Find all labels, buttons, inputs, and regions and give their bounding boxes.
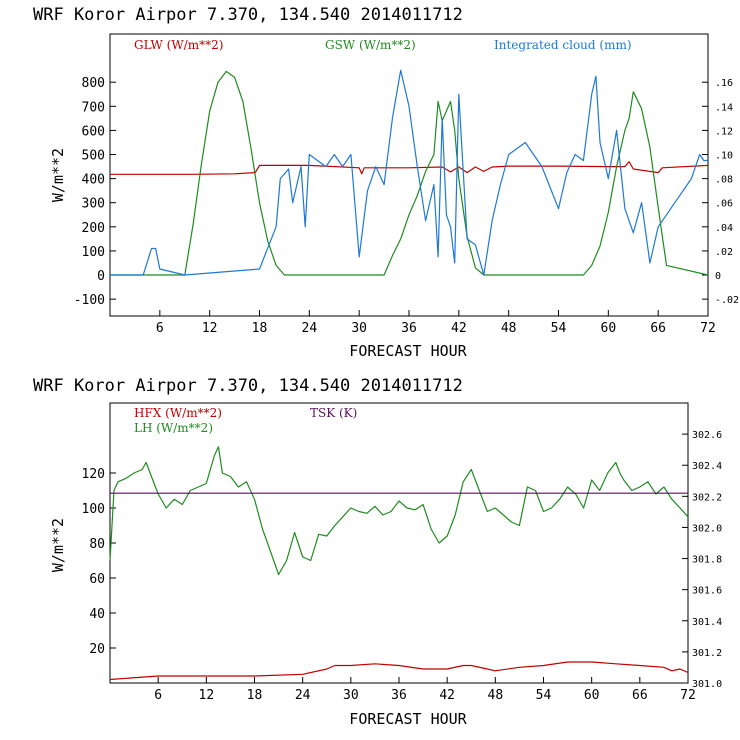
bottom-x-tick-label: 12 [199,688,215,703]
bottom-series-hfx-line [109,661,689,681]
top-y2-tick-label: .16 [715,78,733,89]
bottom-x-tick-label: 54 [536,688,552,703]
legend-gsw: GSW (W/m**2) [325,38,416,52]
top-y-tick-label: 400 [82,173,105,188]
top-chart: WRF Koror Airpor 7.370, 134.540 20140117… [33,5,739,360]
top-y2-tick-label: -.02 [715,295,739,306]
top-x-tick-label: 30 [351,321,367,336]
top-y2-tick-label: 0 [715,271,721,282]
bottom-y2-tick-label: 302.2 [692,492,722,503]
top-series-gsw-line [110,70,709,276]
bottom-x-tick-label: 6 [154,688,162,703]
bottom-x-tick-label: 30 [343,688,359,703]
bottom-x-tick-label: 42 [439,688,455,703]
legend-integrated-cloud: Integrated cloud (mm) [494,38,632,52]
top-y-axis-label: W/m**2 [49,148,67,202]
top-y-tick-label: -100 [74,293,105,308]
bottom-y-tick-label: 40 [89,607,105,622]
bottom-y2-tick-label: 301.0 [692,679,722,690]
top-y-tick-label: 300 [82,197,105,212]
top-y2-tick-label: .12 [715,126,733,137]
top-x-tick-label: 60 [601,321,617,336]
bottom-plot-frame [109,402,689,684]
bottom-y-tick-label: 100 [82,502,105,517]
top-y2-tick-label: .14 [715,102,733,113]
legend-glw: GLW (W/m**2) [134,38,223,52]
bottom-y2-tick-label: 301.4 [692,617,722,628]
bottom-x-tick-label: 24 [295,688,311,703]
top-chart-title: WRF Koror Airpor 7.370, 134.540 20140117… [33,5,463,25]
top-y-tick-label: 600 [82,124,105,139]
top-x-tick-label: 24 [302,321,318,336]
legend-hfx: HFX (W/m**2) [134,406,222,420]
bottom-chart: WRF Koror Airpor 7.370, 134.540 20140117… [33,376,722,728]
top-y2-tick-label: .06 [715,199,733,210]
bottom-x-tick-label: 66 [632,688,648,703]
bottom-x-tick-label: 18 [247,688,263,703]
top-y2-tick-label: .04 [715,223,733,234]
top-x-tick-label: 36 [401,321,417,336]
bottom-y-tick-label: 80 [89,537,105,552]
top-y2-tick-label: .08 [715,175,733,186]
top-y-tick-label: 0 [97,269,105,284]
bottom-y2-tick-label: 301.8 [692,555,722,566]
bottom-series-lh-line [109,446,689,576]
bottom-y-tick-label: 120 [82,467,105,482]
bottom-x-axis-label: FORECAST HOUR [349,710,467,728]
top-series-integrated-line [110,69,708,276]
top-x-tick-label: 54 [551,321,567,336]
bottom-x-tick-label: 72 [680,688,696,703]
bottom-y2-tick-label: 302.0 [692,523,722,534]
top-x-tick-label: 12 [202,321,218,336]
top-x-tick-label: 72 [700,321,716,336]
top-y2-tick-label: .02 [715,247,733,258]
top-x-tick-label: 42 [451,321,467,336]
top-x-tick-label: 48 [501,321,517,336]
top-y2-tick-label: .10 [715,151,733,162]
legend-tsk: TSK (K) [310,406,357,420]
bottom-y2-tick-label: 301.6 [692,586,722,597]
top-y-tick-label: 100 [82,245,105,260]
bottom-x-tick-label: 48 [488,688,504,703]
bottom-chart-title: WRF Koror Airpor 7.370, 134.540 20140117… [33,376,463,396]
bottom-x-tick-label: 36 [391,688,407,703]
top-x-tick-label: 66 [650,321,666,336]
top-y-tick-label: 800 [82,76,105,91]
bottom-y-axis-label: W/m**2 [49,518,67,572]
bottom-y2-tick-label: 302.6 [692,430,722,441]
top-y-tick-label: 200 [82,221,105,236]
top-x-tick-label: 6 [156,321,164,336]
top-x-axis-label: FORECAST HOUR [349,342,467,360]
top-x-tick-label: 18 [252,321,268,336]
legend-lh: LH (W/m**2) [134,421,213,435]
bottom-x-tick-label: 60 [584,688,600,703]
bottom-y2-tick-label: 301.2 [692,648,722,659]
bottom-y-tick-label: 60 [89,572,105,587]
top-y-tick-label: 500 [82,149,105,164]
bottom-y-tick-label: 20 [89,642,105,657]
top-y-tick-label: 700 [82,100,105,115]
bottom-y2-tick-label: 302.4 [692,461,722,472]
